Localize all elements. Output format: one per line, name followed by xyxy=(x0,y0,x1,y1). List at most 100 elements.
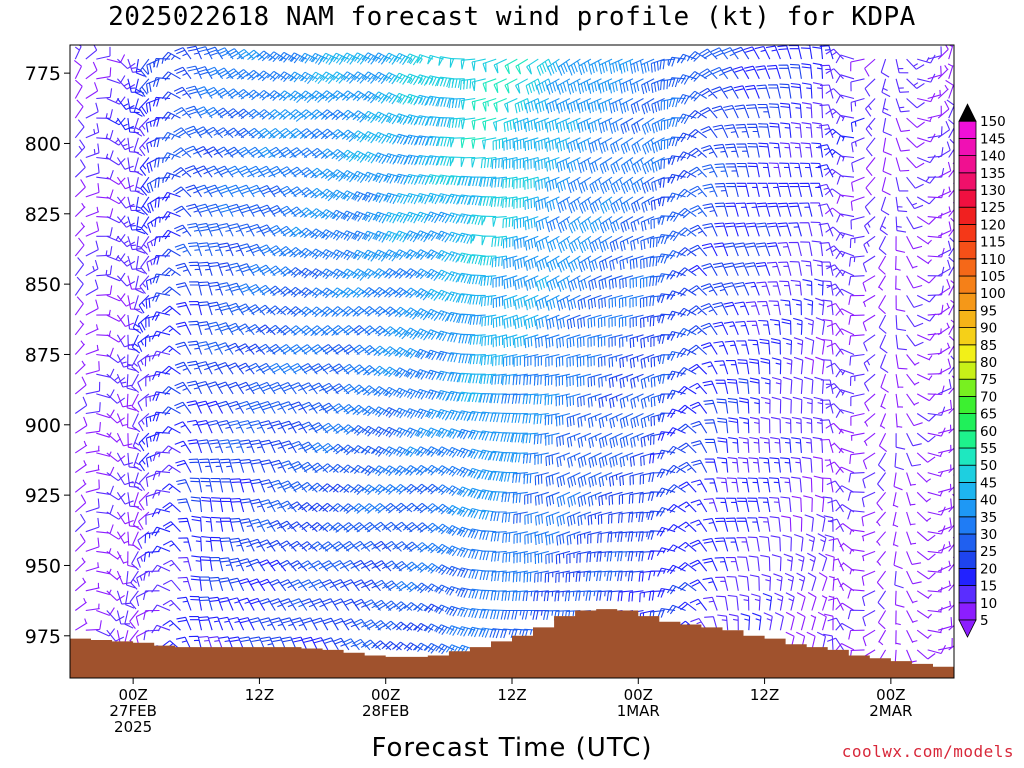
wind-barb xyxy=(906,551,922,565)
wind-barb xyxy=(804,336,815,355)
wind-barb xyxy=(894,571,904,589)
y-tick-label: 950 xyxy=(25,555,61,577)
wind-barb xyxy=(435,330,455,342)
wind-barb xyxy=(589,216,602,234)
wind-barb xyxy=(832,577,844,592)
wind-barb xyxy=(597,314,613,328)
wind-barb xyxy=(460,58,476,70)
wind-barb xyxy=(425,522,444,534)
wind-barb xyxy=(492,334,508,348)
wind-barb xyxy=(127,492,140,508)
wind-barb xyxy=(876,491,887,511)
wind-barb xyxy=(523,570,539,583)
wind-barb xyxy=(768,182,781,198)
wind-barb xyxy=(813,396,824,414)
wind-barb xyxy=(106,550,122,560)
colorbar-label: 150 xyxy=(980,114,1006,130)
wind-barb xyxy=(319,229,339,240)
wind-barb xyxy=(467,410,486,422)
wind-barb xyxy=(714,163,729,178)
wind-barb xyxy=(174,47,192,60)
wind-barb xyxy=(414,249,434,260)
wind-barb xyxy=(882,98,892,117)
wind-barb xyxy=(736,162,750,178)
wind-barb xyxy=(713,143,729,158)
wind-barb xyxy=(668,136,686,147)
wind-barb xyxy=(425,408,444,420)
wind-barb xyxy=(609,137,623,154)
colorbar-label: 35 xyxy=(980,510,997,526)
wind-barb xyxy=(769,496,781,513)
wind-barb xyxy=(850,78,865,92)
wind-barb xyxy=(811,240,824,257)
wind-barb xyxy=(577,275,592,292)
wind-barb xyxy=(567,176,581,194)
wind-barb xyxy=(641,117,655,135)
wind-barb xyxy=(748,457,760,473)
wind-barb xyxy=(895,275,901,291)
wind-barb xyxy=(289,363,308,375)
wind-barb xyxy=(610,196,623,214)
wind-barb xyxy=(468,588,486,599)
wind-barb xyxy=(174,361,192,375)
wind-barb xyxy=(724,242,739,257)
wind-barb xyxy=(424,562,444,574)
wind-barb xyxy=(526,58,539,75)
wind-barb xyxy=(511,412,528,424)
wind-barb xyxy=(382,446,402,458)
wind-barb xyxy=(373,579,392,592)
wind-barb xyxy=(782,376,793,394)
wind-barb xyxy=(393,427,413,439)
wind-barb xyxy=(838,428,855,435)
wind-barb xyxy=(546,98,560,114)
wind-barb xyxy=(127,177,140,192)
wind-barb xyxy=(230,497,245,513)
wind-barb xyxy=(544,412,560,426)
wind-barb xyxy=(802,279,813,296)
wind-barb xyxy=(127,354,137,372)
wind-barb xyxy=(96,285,113,296)
wind-barb xyxy=(916,353,933,361)
wind-barb xyxy=(678,501,697,513)
y-tick-label: 925 xyxy=(25,485,61,507)
wind-barb xyxy=(535,196,549,211)
wind-barb xyxy=(469,353,487,365)
wind-barb xyxy=(268,245,287,257)
colorbar-swatch xyxy=(958,292,977,311)
wind-barb xyxy=(137,314,150,333)
wind-barb xyxy=(755,261,771,276)
wind-barb xyxy=(575,590,591,601)
wind-barb xyxy=(190,575,203,591)
wind-barb xyxy=(728,437,739,453)
wind-barb xyxy=(641,98,655,115)
wind-barb xyxy=(139,275,150,295)
wind-barb xyxy=(769,122,781,138)
wind-barb xyxy=(116,452,134,466)
wind-barb xyxy=(927,188,945,199)
wind-barb xyxy=(176,616,192,631)
wind-barb xyxy=(300,382,318,395)
wind-barb xyxy=(588,275,602,291)
wind-barb xyxy=(445,465,465,477)
chart-title: 2025022618 NAM forecast wind profile (kt… xyxy=(108,2,916,32)
wind-barb xyxy=(481,235,497,246)
y-tick-label: 825 xyxy=(25,204,61,226)
wind-barb xyxy=(777,222,792,237)
wind-barb xyxy=(341,522,360,533)
wind-barb xyxy=(161,91,181,101)
wind-barb xyxy=(309,228,329,240)
wind-barb xyxy=(702,203,718,217)
wind-barb xyxy=(791,476,802,493)
wind-barb xyxy=(524,314,539,330)
wind-barb xyxy=(372,52,392,65)
wind-barb xyxy=(835,231,855,241)
wind-barb xyxy=(848,472,865,483)
wind-barb xyxy=(714,517,729,532)
wind-barb xyxy=(802,476,813,493)
wind-barb xyxy=(146,176,160,194)
wind-barb xyxy=(393,326,413,340)
wind-barb xyxy=(341,344,360,355)
wind-barb xyxy=(629,452,644,467)
wind-barb xyxy=(85,221,100,237)
wind-barb xyxy=(849,548,865,555)
